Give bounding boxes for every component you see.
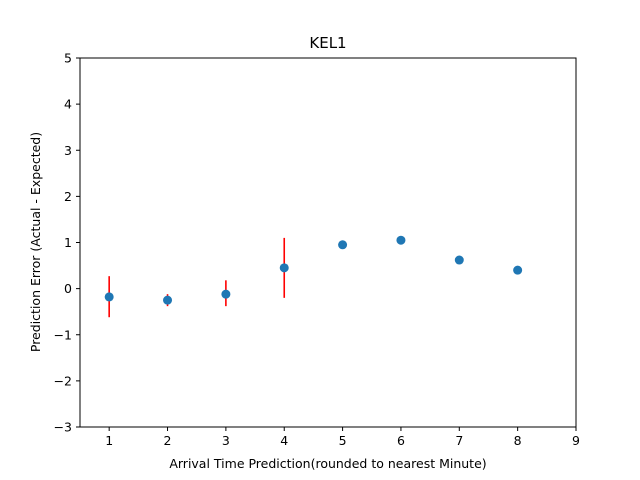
y-tick-label: −1 (54, 327, 72, 342)
y-tick-label: 0 (64, 281, 72, 296)
data-point (221, 289, 231, 299)
y-axis-label: Prediction Error (Actual - Expected) (28, 132, 43, 352)
data-point (396, 235, 406, 245)
data-point-group (104, 235, 523, 305)
y-tick-label: 3 (64, 143, 72, 158)
x-tick-label: 9 (572, 433, 580, 448)
y-tick-label: −2 (54, 373, 72, 388)
y-axis-ticks: −3 −2 −1 0 1 2 3 4 5 (54, 51, 80, 435)
x-tick-label: 3 (222, 433, 230, 448)
x-tick-label: 4 (280, 433, 288, 448)
data-point (163, 295, 173, 305)
x-axis-ticks: 1 2 3 4 5 6 7 8 9 (105, 427, 580, 448)
x-tick-label: 5 (339, 433, 347, 448)
chart-title: KEL1 (309, 34, 346, 52)
x-tick-label: 2 (164, 433, 172, 448)
data-point (104, 292, 114, 302)
y-tick-label: 4 (64, 97, 72, 112)
x-tick-label: 7 (455, 433, 463, 448)
data-point (338, 240, 348, 250)
y-tick-label: −3 (54, 420, 72, 435)
y-tick-label: 1 (64, 235, 72, 250)
data-point (279, 263, 289, 273)
data-point (454, 255, 464, 265)
x-tick-label: 8 (514, 433, 522, 448)
x-tick-label: 6 (397, 433, 405, 448)
x-axis-label: Arrival Time Prediction(rounded to neare… (169, 456, 486, 471)
y-tick-label: 2 (64, 189, 72, 204)
y-tick-label: 5 (64, 51, 72, 66)
data-point (513, 265, 523, 275)
x-tick-label: 1 (105, 433, 113, 448)
